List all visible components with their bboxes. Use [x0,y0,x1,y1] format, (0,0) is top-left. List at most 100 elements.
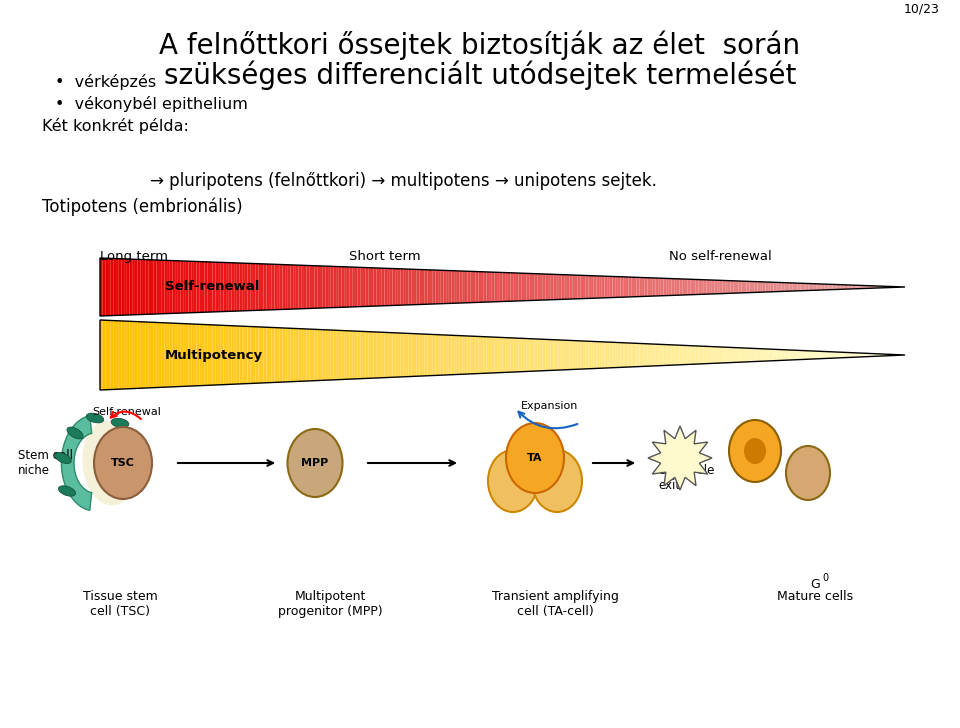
Polygon shape [116,321,119,389]
Polygon shape [231,325,234,384]
Polygon shape [393,269,396,306]
Polygon shape [502,338,505,373]
Polygon shape [137,322,140,388]
Polygon shape [484,272,487,302]
Polygon shape [642,344,645,366]
Polygon shape [521,339,524,372]
Polygon shape [596,341,599,368]
Polygon shape [272,264,275,310]
Polygon shape [146,260,148,314]
Polygon shape [760,282,763,292]
Polygon shape [463,336,465,374]
Polygon shape [194,261,197,312]
Ellipse shape [55,452,71,464]
Polygon shape [180,323,183,387]
Polygon shape [747,348,750,362]
Polygon shape [387,333,390,378]
Polygon shape [672,345,674,365]
Polygon shape [227,325,228,384]
Polygon shape [309,266,312,309]
Polygon shape [135,259,137,314]
Polygon shape [248,326,251,384]
Polygon shape [696,280,698,295]
Text: Expansion: Expansion [521,401,579,411]
Polygon shape [752,282,755,293]
Polygon shape [562,340,564,370]
Polygon shape [736,281,738,293]
Polygon shape [400,269,403,305]
Polygon shape [161,260,164,314]
Polygon shape [373,268,376,306]
Polygon shape [683,345,685,365]
Polygon shape [279,328,282,382]
Polygon shape [554,340,556,371]
Polygon shape [390,269,393,306]
Polygon shape [103,320,106,390]
Text: No self-renewal: No self-renewal [668,250,772,263]
Polygon shape [106,258,108,316]
Polygon shape [551,339,554,371]
Polygon shape [266,264,269,310]
Polygon shape [272,328,275,382]
Polygon shape [258,264,261,310]
Polygon shape [127,321,130,389]
Polygon shape [883,354,886,356]
Polygon shape [580,275,583,298]
Polygon shape [446,335,449,375]
Polygon shape [487,337,489,373]
Text: •  vékonybél epithelium: • vékonybél epithelium [55,96,248,112]
Polygon shape [720,347,723,363]
Polygon shape [593,341,596,368]
Polygon shape [61,416,92,510]
Polygon shape [832,352,835,358]
Polygon shape [814,351,816,359]
Polygon shape [213,262,215,312]
Polygon shape [497,337,500,373]
Polygon shape [741,348,744,362]
Polygon shape [333,266,336,308]
Polygon shape [204,262,207,312]
Polygon shape [264,327,266,383]
Polygon shape [231,263,234,312]
Polygon shape [723,280,725,293]
Polygon shape [186,261,188,313]
Polygon shape [556,274,559,299]
Polygon shape [218,262,221,312]
Polygon shape [494,337,497,373]
Polygon shape [403,333,406,377]
Polygon shape [889,286,892,288]
Polygon shape [291,328,293,381]
Polygon shape [680,279,683,295]
Polygon shape [228,325,231,384]
Polygon shape [865,353,868,357]
Polygon shape [645,277,647,296]
Polygon shape [878,354,881,356]
Polygon shape [602,276,605,298]
Polygon shape [261,327,264,383]
Polygon shape [870,354,873,357]
Polygon shape [108,320,110,389]
Polygon shape [424,269,427,304]
Polygon shape [720,280,723,293]
Polygon shape [532,339,535,371]
Polygon shape [245,326,248,384]
Polygon shape [325,330,328,380]
Polygon shape [417,333,420,376]
Polygon shape [191,324,194,386]
Polygon shape [529,274,532,301]
Polygon shape [489,272,492,302]
Polygon shape [178,261,180,313]
Polygon shape [623,277,626,297]
Polygon shape [161,323,164,387]
Polygon shape [207,262,210,312]
Polygon shape [100,258,103,316]
Polygon shape [251,327,252,384]
Polygon shape [599,276,602,298]
Polygon shape [876,286,878,288]
Polygon shape [596,276,599,298]
Polygon shape [164,323,167,387]
Polygon shape [886,355,889,356]
Polygon shape [175,261,178,313]
Polygon shape [130,259,132,315]
Polygon shape [306,266,309,309]
